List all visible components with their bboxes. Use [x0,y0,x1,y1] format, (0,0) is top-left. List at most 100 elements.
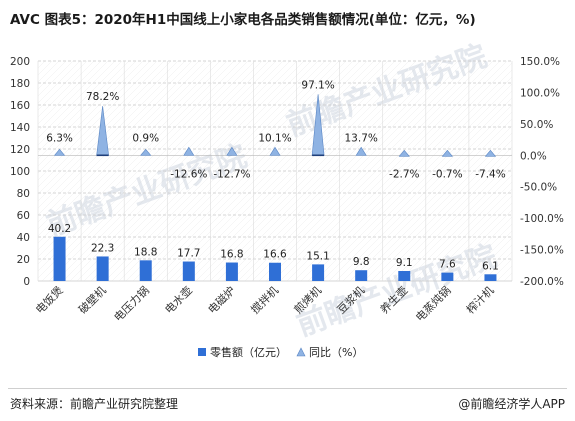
hatch-line [286,61,508,281]
hatch-line [370,139,512,281]
hatch-line [412,181,512,281]
ratio-marker-榨汁机 [484,149,497,157]
x-category-label: 破壁机 [76,283,109,316]
y-right-tick-label: 50.0% [520,119,553,131]
ratio-marker-养生壶 [398,149,410,157]
x-category-label: 搅拌机 [248,283,281,316]
legend-ratio-label: 同比（%） [309,346,363,359]
y-left-tick-label: 100 [10,166,30,178]
x-category-label: 榨汁机 [463,283,496,316]
bar-电压力锅 [139,260,152,281]
hatch-line [251,61,473,281]
hatch-line [38,61,179,202]
ratio-value-label: 78.2% [86,91,119,103]
hatch-line [181,61,403,281]
hatch-line [202,61,424,281]
hatch-line [76,61,298,281]
hatch-line [384,153,512,281]
y-left-tick-label: 80 [17,188,30,200]
hatch-line [38,61,235,258]
hatch-line [62,61,284,281]
bar-value-label: 16.8 [220,249,243,261]
hatch-line [38,61,109,132]
hatch-line [216,61,438,281]
ratio-value-label: -0.7% [432,168,462,180]
source-note: 资料来源：前瞻产业研究院整理 [10,397,179,411]
ratio-value-label: 97.1% [301,79,334,91]
ratio-marker-电压力锅 [140,148,152,156]
hatch-line [230,61,452,281]
y-left-tick-label: 180 [10,78,30,90]
bar-value-label: 18.8 [134,246,157,258]
hatch-line [440,209,512,281]
hatch-line [38,61,228,251]
y-left-tick-label: 0 [23,276,30,288]
hatch-line [97,61,319,281]
hatch-line [279,61,501,281]
bar-电水壶 [182,261,195,281]
hatch-line [38,61,151,174]
hatch-line [38,61,130,153]
hatch-line [146,61,368,281]
hatch-line [447,216,512,281]
bar-value-label: 6.1 [482,260,499,272]
ratio-value-label: -12.7% [213,168,250,180]
hatch-line [38,61,88,111]
y-right-tick-label: -100.0% [520,213,564,225]
hatch-line [454,223,512,281]
bar-榨汁机 [484,274,497,281]
bar-value-label: 16.6 [263,249,287,261]
hatch-line [335,104,512,281]
hatch-line [419,188,512,281]
hatch-line [38,61,144,167]
hatch-line [342,111,512,281]
hatch-line [38,61,116,139]
x-category-label: 电水壶 [162,283,195,316]
hatch-line [398,167,512,281]
y-right-tick-label: 100.0% [520,87,560,99]
y-right-tick-label: 150.0% [520,56,560,68]
hatch-line [38,61,95,118]
hatch-line [391,160,512,281]
hatch-line [195,61,417,281]
hatch-line [132,61,354,281]
ratio-marker-电水壶 [183,146,195,156]
hatch-line [377,146,512,281]
hatch-line [321,90,512,281]
hatch-line [104,61,326,281]
hatch-line [153,61,375,281]
y-right-tick-label: -200.0% [520,276,564,288]
hatch-pattern [38,61,512,281]
hatch-line [38,61,123,146]
hatch-line [167,61,389,281]
ratio-value-label: 10.1% [258,132,291,144]
chart-title: AVC 图表5：2020年H1中国线上小家电各品类销售额情况(单位：亿元，%) [10,12,476,28]
hatch-line [38,61,172,195]
hatch-line [83,61,305,281]
hatch-line [223,61,445,281]
bar-搅拌机 [269,262,281,281]
footer-divider [8,388,567,389]
hatch-line [300,69,512,281]
ratio-marker-破壁机 [96,106,109,156]
hatch-line [69,61,291,281]
hatch-line [41,61,263,281]
ratio-value-label: -12.6% [170,168,207,180]
legend-bar-label: 零售额（亿元） [210,345,287,359]
hatch-line [258,61,480,281]
hatch-line [174,61,396,281]
x-category-label: 电压力锅 [112,284,152,324]
hatch-line [118,61,340,281]
bar-value-label: 22.3 [91,242,114,254]
ratio-value-label: 6.3% [46,132,73,144]
x-category-label: 电饭煲 [33,284,66,317]
hatch-line [38,61,81,104]
hatch-line [160,61,382,281]
hatch-line [38,61,165,188]
hatch-line [38,61,221,244]
bar-豆浆机 [355,270,368,281]
ratio-marker-电磁炉 [226,146,238,156]
bar-value-label: 9.8 [353,256,370,268]
hatch-line [209,61,431,281]
hatch-line [125,61,347,281]
